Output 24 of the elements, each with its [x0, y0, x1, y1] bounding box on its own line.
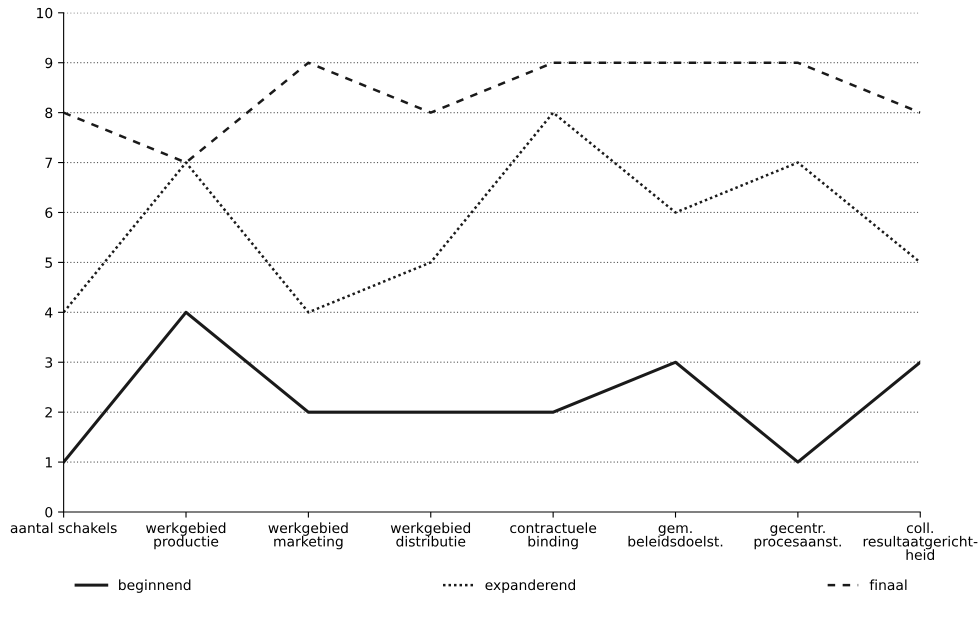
line-series	[64, 310, 920, 464]
y-tick-label: 5	[45, 258, 52, 268]
y-tick-label: 3	[45, 357, 52, 368]
x-tick-label: werkgebied distributie	[390, 522, 470, 547]
y-tick-label: 2	[45, 407, 52, 418]
line-series	[64, 111, 920, 314]
x-tick-label: coll. resultaatgericht- heid	[864, 522, 978, 560]
legend-label: expanderend	[485, 579, 575, 593]
y-tick-label: 6	[45, 207, 52, 218]
y-tick-label: 8	[45, 108, 52, 118]
legend-label: finaal	[870, 579, 906, 590]
x-tick-label: aantal schakels	[10, 522, 117, 534]
legend-label: beginnend	[119, 579, 190, 593]
y-tick-label: 4	[45, 307, 52, 318]
y-tick-label: 7	[46, 158, 52, 168]
x-tick-label: werkgebied productie	[146, 522, 226, 550]
y-tick-label: 0	[45, 506, 52, 518]
y-tick-label: 1	[46, 457, 52, 468]
x-tick-label: gem. beleidsdoelst.	[628, 525, 722, 547]
x-tick-label: werkgebied marketing	[268, 522, 348, 550]
x-tick-label: gecentr. procesaanst.	[754, 523, 841, 550]
y-tick-label: 9	[45, 58, 52, 68]
y-tick-label: 10	[37, 8, 52, 18]
x-tick-label: contractuele binding	[510, 522, 596, 550]
